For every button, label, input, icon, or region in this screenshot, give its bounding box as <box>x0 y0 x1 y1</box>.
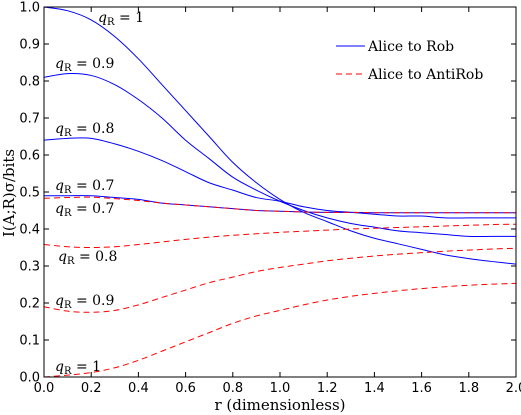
x-tick-label: 1.2 <box>317 381 338 396</box>
y-tick-label: 0.6 <box>19 149 40 164</box>
x-tick-label: 0.8 <box>222 381 243 396</box>
x-tick-label: 0.4 <box>128 381 149 396</box>
x-tick-label: 1.6 <box>411 381 432 396</box>
series-annotation: qR = 0.7 <box>55 201 114 219</box>
x-tick-label: 0.6 <box>175 381 196 396</box>
series-annotation: qR = 0.9 <box>55 293 114 311</box>
series-line <box>43 137 516 219</box>
series-group <box>43 6 517 378</box>
series-line <box>43 196 516 214</box>
y-tick-label: 0.8 <box>19 75 40 90</box>
series-annotation: qR = 0.7 <box>55 178 114 196</box>
y-tick-label: 0.2 <box>19 297 40 312</box>
series-line <box>43 223 517 249</box>
y-tick-label: 0.4 <box>19 223 40 238</box>
x-tick-label: 0.2 <box>81 381 102 396</box>
series-line <box>43 247 517 313</box>
x-tick-label: 0.0 <box>34 381 55 396</box>
series-line <box>43 72 516 238</box>
series-annotation: qR = 0.8 <box>58 249 117 267</box>
x-tick-label: 1.8 <box>458 381 479 396</box>
series-annotation: qR = 0.8 <box>55 121 114 139</box>
legend: Alice to Rob Alice to AntiRob <box>336 39 483 83</box>
x-tick-label: 1.4 <box>364 381 385 396</box>
legend-label: Alice to AntiRob <box>367 67 483 83</box>
x-tick-label: 2.0 <box>506 381 521 396</box>
y-tick-label: 0.7 <box>19 112 40 127</box>
y-tick-label: 1.0 <box>19 1 40 16</box>
y-tick-label: 0.0 <box>19 371 40 386</box>
annotation-group: qR = 1 qR = 0.9 qR = 0.8 qR = 0.7 qR = 0.7 qR… <box>55 10 144 377</box>
x-axis-title: r (dimensionless) <box>214 396 345 414</box>
y-tick-label: 0.1 <box>19 334 40 349</box>
legend-label: Alice to Rob <box>367 39 454 55</box>
y-tick-label: 0.3 <box>19 260 40 275</box>
y-tick-label: 0.9 <box>19 38 40 53</box>
series-annotation: qR = 1 <box>98 10 144 28</box>
x-tick-label: 1.0 <box>270 381 291 396</box>
y-tick-label: 0.5 <box>19 186 40 201</box>
series-line <box>43 282 517 378</box>
series-annotation: qR = 1 <box>55 359 101 377</box>
series-annotation: qR = 0.9 <box>55 56 114 74</box>
series-line <box>43 195 516 214</box>
axes: 0.0 0.2 0.4 0.6 0.8 1.0 1.2 1.4 1.6 1.8 2.0 0.0 0.1 0… <box>19 1 521 397</box>
plot-frame <box>43 6 517 378</box>
y-axis-title: I(A;R)σ/bits <box>0 149 18 237</box>
series-line <box>43 6 517 265</box>
